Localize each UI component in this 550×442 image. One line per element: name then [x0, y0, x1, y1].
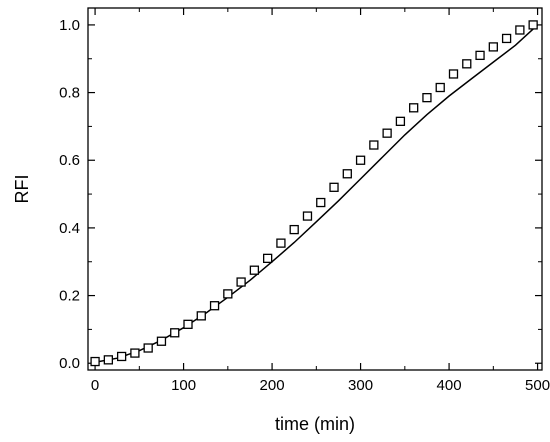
data-point	[409, 103, 419, 113]
data-point	[342, 169, 352, 179]
y-tick-label: 0.0	[59, 355, 80, 372]
y-tick-label: 0.8	[59, 85, 80, 102]
x-tick-label: 500	[525, 377, 550, 394]
data-point	[382, 128, 392, 138]
data-point	[90, 356, 100, 367]
data-point	[196, 311, 206, 321]
data-point	[462, 59, 472, 69]
data-point	[156, 336, 167, 346]
data-point	[130, 348, 140, 358]
data-point	[395, 116, 406, 126]
data-markers	[90, 20, 538, 367]
data-point	[143, 343, 153, 353]
data-point	[103, 355, 114, 365]
x-tick-label: 300	[348, 377, 373, 394]
data-point	[369, 140, 379, 150]
data-point	[276, 238, 286, 248]
data-point	[263, 253, 273, 264]
data-point	[528, 20, 538, 30]
data-point	[448, 69, 459, 79]
axis-ticks	[88, 8, 542, 370]
data-point	[355, 155, 366, 165]
data-point	[289, 224, 299, 235]
y-tick-label: 1.0	[59, 17, 80, 34]
x-tick-label: 200	[260, 377, 285, 394]
data-point	[249, 265, 260, 275]
data-point	[422, 93, 432, 103]
data-point	[209, 301, 220, 311]
y-tick-label: 0.4	[59, 220, 80, 237]
data-point	[302, 211, 313, 221]
data-point	[223, 289, 233, 299]
data-point	[435, 82, 445, 93]
y-axis-title: RFI	[12, 175, 32, 204]
axis-tick-labels: 0 100 200 300 400 500 0.0 0.2 0.4 0.6 0.8 1.0	[59, 17, 550, 394]
data-point	[116, 351, 127, 362]
fit-line	[94, 24, 539, 363]
data-point	[488, 42, 498, 52]
data-point	[183, 319, 193, 329]
x-tick-label: 0	[91, 377, 99, 394]
data-point	[329, 182, 339, 192]
plot-frame	[87, 7, 543, 371]
data-point	[515, 25, 525, 35]
y-tick-label: 0.2	[59, 288, 80, 305]
y-tick-label: 0.6	[59, 152, 80, 169]
data-point	[475, 50, 485, 61]
x-axis-title: time (min)	[275, 414, 355, 434]
x-tick-label: 100	[171, 377, 196, 394]
data-point	[501, 33, 512, 44]
x-tick-label: 400	[437, 377, 462, 394]
data-point	[170, 328, 180, 338]
data-point	[236, 277, 246, 287]
data-point	[316, 197, 326, 208]
